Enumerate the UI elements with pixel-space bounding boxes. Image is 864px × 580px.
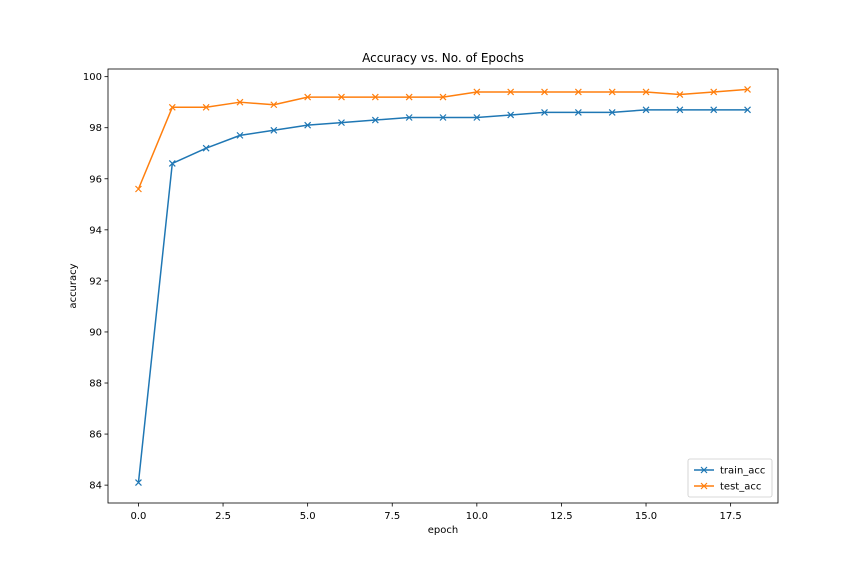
data-point-marker (304, 121, 312, 129)
data-point-marker (270, 101, 278, 109)
axes-frame (107, 68, 779, 504)
y-tick-label: 92 (89, 276, 102, 287)
x-tick-label: 0.0 (131, 511, 147, 522)
data-point-marker (304, 93, 312, 101)
series-test_acc (135, 85, 751, 193)
legend-entry: train_acc (694, 466, 765, 477)
data-point-marker (744, 85, 751, 93)
x-axis-ticks: 0.0 2.5 5.0 7.5 10.0 12.5 15.0 17.5 (131, 503, 742, 522)
y-tick-label: 90 (89, 327, 102, 338)
data-point-marker (371, 93, 379, 101)
x-tick-label: 15.0 (635, 511, 657, 522)
x-tick-label: 12.5 (550, 511, 572, 522)
y-tick-label: 86 (89, 430, 102, 441)
legend-entry: test_acc (694, 482, 761, 493)
series-line-train_acc (137, 109, 748, 483)
x-tick-label: 7.5 (384, 511, 400, 522)
data-point-marker (507, 88, 515, 96)
y-tick-label: 84 (89, 481, 102, 492)
data-point-marker (135, 479, 142, 487)
chart-title: Accuracy vs. No. of Epochs (362, 51, 524, 65)
legend-label: test_acc (720, 482, 761, 493)
data-point-marker (608, 88, 616, 96)
y-axis-ticks: 84 86 88 90 92 94 96 98 100 (83, 72, 108, 492)
data-point-marker (405, 93, 413, 101)
x-tick-label: 10.0 (466, 511, 488, 522)
data-point-marker (710, 106, 718, 114)
legend-box (687, 458, 773, 498)
y-tick-label: 96 (89, 174, 102, 185)
data-point-marker (405, 114, 413, 121)
data-point-marker (473, 88, 481, 96)
y-axis-label: accuracy (68, 263, 79, 308)
data-point-marker (710, 88, 718, 96)
series-train_acc (135, 106, 751, 487)
data-point-marker (270, 126, 278, 134)
data-point-marker (642, 88, 650, 96)
legend-swatch-marker (700, 466, 708, 474)
x-tick-label: 17.5 (719, 511, 741, 522)
x-tick-label: 5.0 (300, 511, 316, 522)
y-tick-label: 88 (89, 379, 102, 390)
y-tick-label: 100 (83, 72, 102, 83)
plot-layer (135, 85, 751, 487)
data-point-marker (574, 108, 582, 116)
y-tick-label: 94 (89, 225, 102, 236)
data-point-marker (676, 106, 684, 114)
data-point-marker (168, 160, 176, 167)
data-point-marker (473, 114, 481, 121)
data-point-marker (135, 185, 142, 193)
legend: train_acc test_acc (687, 458, 773, 498)
data-point-marker (338, 119, 345, 127)
data-point-marker (608, 108, 616, 116)
data-point-marker (574, 88, 582, 96)
x-tick-label: 2.5 (215, 511, 231, 522)
data-point-marker (507, 111, 515, 119)
data-point-marker (676, 91, 684, 98)
data-point-marker (202, 144, 210, 152)
legend-swatch-marker (700, 482, 708, 490)
data-point-marker (541, 108, 548, 116)
data-point-marker (744, 106, 751, 114)
data-point-marker (541, 88, 548, 96)
data-point-marker (439, 93, 447, 101)
data-point-marker (202, 103, 210, 111)
x-axis-label: epoch (428, 525, 458, 536)
legend-label: train_acc (720, 466, 765, 477)
data-point-marker (338, 93, 345, 101)
data-point-marker (236, 98, 244, 106)
data-point-marker (371, 116, 379, 124)
data-point-marker (168, 103, 176, 111)
data-point-marker (439, 114, 447, 121)
data-point-marker (642, 106, 650, 114)
data-point-marker (236, 131, 244, 139)
y-tick-label: 98 (89, 123, 102, 134)
